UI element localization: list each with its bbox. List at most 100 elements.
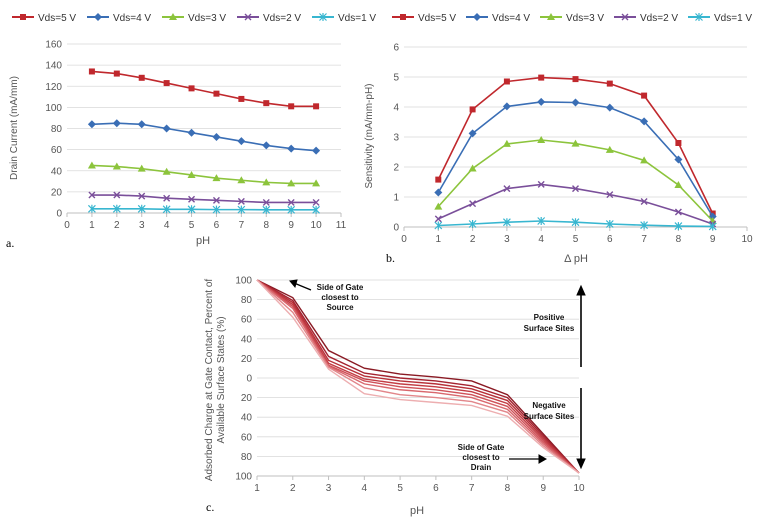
data-point bbox=[572, 76, 579, 83]
data-point bbox=[88, 68, 95, 75]
x-tick-label: 2 bbox=[114, 220, 120, 231]
data-point bbox=[137, 204, 146, 213]
data-point bbox=[113, 191, 121, 199]
series-line bbox=[91, 164, 317, 185]
data-point bbox=[162, 167, 171, 175]
data-point bbox=[262, 205, 271, 214]
x-tick-label: 6 bbox=[607, 234, 613, 245]
annotation-negative-line2: Surface Sites bbox=[524, 412, 575, 421]
annotation-drain-line2: closest to bbox=[462, 453, 499, 462]
x-tick-label: 10 bbox=[573, 483, 585, 494]
y-tick-label: 4 bbox=[393, 103, 399, 114]
y-axis-label-c-line1: Adsorbed Charge at Gate Contact, Percent… bbox=[204, 279, 215, 482]
data-point bbox=[434, 202, 443, 210]
data-point bbox=[537, 180, 545, 188]
data-point bbox=[708, 222, 717, 231]
data-point bbox=[435, 176, 442, 183]
y-tick-label: 0 bbox=[246, 374, 252, 385]
chart-panel-b: Vds=5 V Vds=4 V Vds=3 V Vds=2 V Vds=1 V 0 1 2 3… bbox=[364, 13, 753, 265]
data-point bbox=[606, 80, 613, 87]
data-point bbox=[288, 103, 295, 110]
legend-marker bbox=[621, 13, 629, 21]
data-point bbox=[503, 185, 511, 193]
y-tick-label: 100 bbox=[235, 276, 252, 287]
legend-marker bbox=[20, 14, 26, 20]
y-tick-label: 100 bbox=[45, 103, 62, 114]
panel-label-c: c. bbox=[206, 500, 214, 514]
arrow-source bbox=[293, 282, 312, 291]
annotation-arrows bbox=[289, 279, 586, 470]
x-tick-label: 3 bbox=[326, 483, 332, 494]
annotation-drain-line3: Drain bbox=[471, 463, 492, 472]
legend-entry: Vds=3 V bbox=[566, 13, 604, 24]
x-tick-label: 10 bbox=[311, 220, 323, 231]
data-point bbox=[262, 178, 271, 186]
legend-entry: Vds=4 V bbox=[492, 13, 530, 24]
data-point bbox=[287, 198, 295, 206]
annotation-positive-line2: Surface Sites bbox=[524, 324, 575, 333]
x-tick-label: 9 bbox=[288, 220, 294, 231]
x-axis-label-b: Δ pH bbox=[564, 253, 588, 265]
x-tick-label: 9 bbox=[710, 234, 716, 245]
x-tick-label: 5 bbox=[189, 220, 195, 231]
data-point bbox=[468, 164, 477, 172]
data-point bbox=[162, 124, 171, 133]
legend-marker bbox=[319, 13, 327, 21]
data-point bbox=[502, 139, 511, 147]
series-line bbox=[91, 207, 317, 211]
data-point bbox=[187, 205, 196, 214]
y-tick-label: 60 bbox=[241, 315, 253, 326]
data-point bbox=[138, 192, 146, 200]
panel-label-b: b. bbox=[386, 251, 395, 265]
x-tick-label: 1 bbox=[254, 483, 260, 494]
data-point bbox=[674, 155, 683, 164]
data-point bbox=[112, 162, 121, 170]
y-tick-label: 20 bbox=[241, 354, 253, 365]
data-point bbox=[262, 198, 270, 206]
x-tick-label: 3 bbox=[139, 220, 145, 231]
data-point bbox=[434, 188, 443, 197]
legend-marker bbox=[169, 13, 177, 20]
data-point bbox=[641, 92, 648, 99]
data-point bbox=[313, 103, 320, 110]
data-point bbox=[263, 100, 270, 107]
y-tick-label: 80 bbox=[241, 452, 253, 463]
data-point bbox=[537, 136, 546, 143]
x-tick-label: 9 bbox=[540, 483, 546, 494]
x-tick-label: 7 bbox=[641, 234, 647, 245]
x-tick-label: 2 bbox=[470, 234, 476, 245]
plot-a bbox=[87, 68, 321, 214]
data-point bbox=[640, 156, 649, 164]
legend-entry: Vds=1 V bbox=[714, 13, 752, 24]
data-point bbox=[312, 146, 321, 155]
y-tick-label: 100 bbox=[235, 472, 252, 483]
legend-a: Vds=5 V Vds=4 V Vds=3 V Vds=2 V Vds=1 V bbox=[12, 13, 376, 24]
data-point bbox=[605, 103, 614, 112]
x-tick-label: 4 bbox=[362, 483, 368, 494]
series-line bbox=[91, 122, 317, 152]
data-point bbox=[312, 205, 321, 214]
data-point bbox=[112, 119, 121, 128]
data-point bbox=[212, 196, 220, 204]
y-tick-label: 160 bbox=[45, 40, 62, 51]
data-point bbox=[572, 185, 579, 193]
annotation-positive-line1: Positive bbox=[534, 313, 565, 322]
data-point bbox=[162, 205, 171, 214]
legend-marker bbox=[244, 13, 252, 21]
legend-marker bbox=[695, 13, 703, 21]
data-point bbox=[238, 95, 245, 102]
legend-entry: Vds=3 V bbox=[188, 13, 226, 24]
data-point bbox=[188, 85, 195, 92]
data-point bbox=[312, 198, 320, 206]
data-point bbox=[571, 218, 580, 227]
legend-b: Vds=5 V Vds=4 V Vds=3 V Vds=2 V Vds=1 V bbox=[392, 13, 752, 24]
data-point bbox=[605, 220, 614, 228]
y-tick-label: 1 bbox=[393, 193, 399, 204]
annotation-source-line3: Source bbox=[326, 303, 354, 312]
y-tick-label: 120 bbox=[45, 82, 62, 93]
y-tick-label: 0 bbox=[56, 209, 62, 220]
x-tick-label: 7 bbox=[239, 220, 245, 231]
y-tick-label: 80 bbox=[51, 124, 63, 135]
series-line bbox=[437, 183, 713, 225]
